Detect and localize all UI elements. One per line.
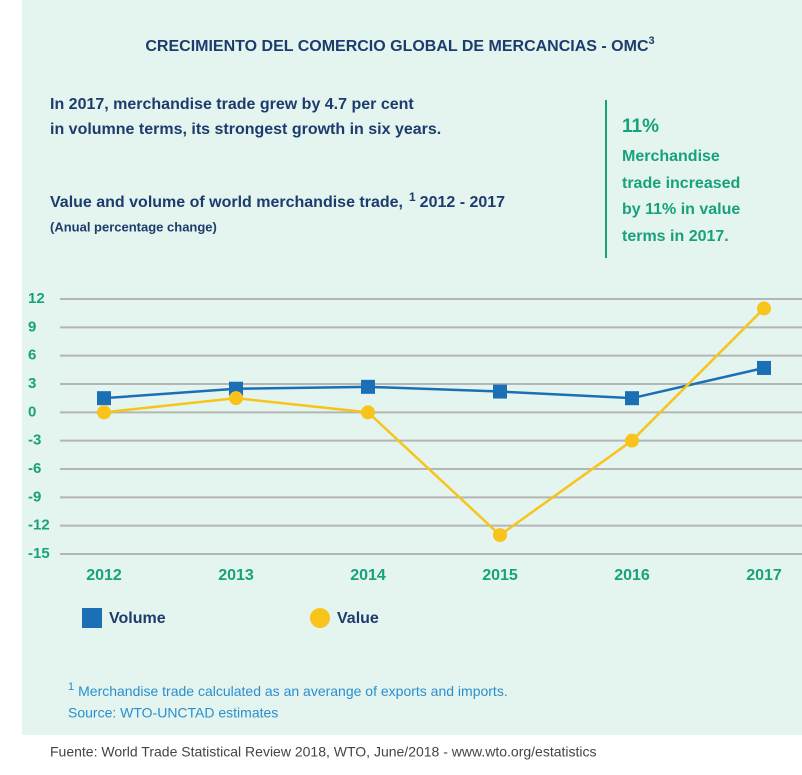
point xyxy=(757,301,771,316)
subtitle-note: 1 xyxy=(409,190,416,204)
x-tick-label: 2014 xyxy=(350,567,386,584)
subtitle-years: 2012 - 2017 xyxy=(420,194,506,211)
y-tick-label: -15 xyxy=(28,545,50,562)
point xyxy=(97,391,111,406)
callout-line: Merchandise xyxy=(622,148,720,165)
y-tick-label: -9 xyxy=(28,488,41,505)
y-tick-label: 9 xyxy=(28,318,36,335)
point xyxy=(97,405,111,420)
point xyxy=(493,384,507,399)
x-tick-label: 2012 xyxy=(86,567,122,584)
legend-label: Volume xyxy=(109,610,166,627)
series-line xyxy=(103,307,765,537)
chart-title: CRECIMIENTO DEL COMERCIO GLOBAL DE MERCA… xyxy=(145,35,654,55)
callout-line: by 11% in value xyxy=(622,201,740,218)
footnote: 1 Merchandise trade calculated as an aver… xyxy=(68,681,508,699)
panel xyxy=(22,0,802,735)
x-tick-label: 2015 xyxy=(482,567,518,584)
y-tick-label: 0 xyxy=(28,403,36,420)
subtitle: Value and volume of world merchandise tr… xyxy=(50,190,505,211)
footnote-text: Merchandise trade calculated as an avera… xyxy=(78,683,508,699)
title-text: CRECIMIENTO DEL COMERCIO GLOBAL DE MERCA… xyxy=(145,38,649,55)
legend-label: Value xyxy=(337,610,379,627)
callout-line: trade increased xyxy=(622,175,740,192)
y-tick-label: 12 xyxy=(28,290,45,307)
title-note: 3 xyxy=(649,35,655,47)
callout-line: terms in 2017. xyxy=(622,228,729,245)
point xyxy=(361,379,375,394)
point xyxy=(625,433,639,448)
subtitle-text: Value and volume of world merchandise tr… xyxy=(50,194,403,211)
footnote-marker: 1 xyxy=(68,681,74,693)
x-tick-label: 2016 xyxy=(614,567,650,584)
y-tick-label: -3 xyxy=(28,432,41,449)
legend-swatch xyxy=(310,608,330,628)
headline: In 2017, merchandise trade grew by 4.7 p… xyxy=(50,96,414,113)
point xyxy=(361,405,375,420)
credit: Fuente: World Trade Statistical Review 2… xyxy=(50,744,597,760)
point xyxy=(757,360,771,375)
y-tick-label: -6 xyxy=(28,460,41,477)
x-tick-label: 2013 xyxy=(218,567,254,584)
y-tick-label: 6 xyxy=(28,347,36,364)
point xyxy=(625,391,639,406)
plot: 12 9 6 3 0 -3 -6 -9 -12 -15 2012 2013 2014 2015 2016 20… xyxy=(28,290,802,628)
x-tick-label: 2017 xyxy=(746,567,782,584)
callout-value: 11% xyxy=(622,116,659,137)
headline: in volumne terms, its strongest growth i… xyxy=(50,121,441,138)
source: Source: WTO-UNCTAD estimates xyxy=(68,705,278,721)
unit-label: (Anual percentage change) xyxy=(50,219,217,234)
y-tick-label: 3 xyxy=(28,375,36,392)
point xyxy=(493,528,507,543)
y-tick-label: -12 xyxy=(28,517,50,534)
point xyxy=(229,391,243,406)
legend-swatch xyxy=(82,608,102,628)
series-line xyxy=(103,366,765,400)
